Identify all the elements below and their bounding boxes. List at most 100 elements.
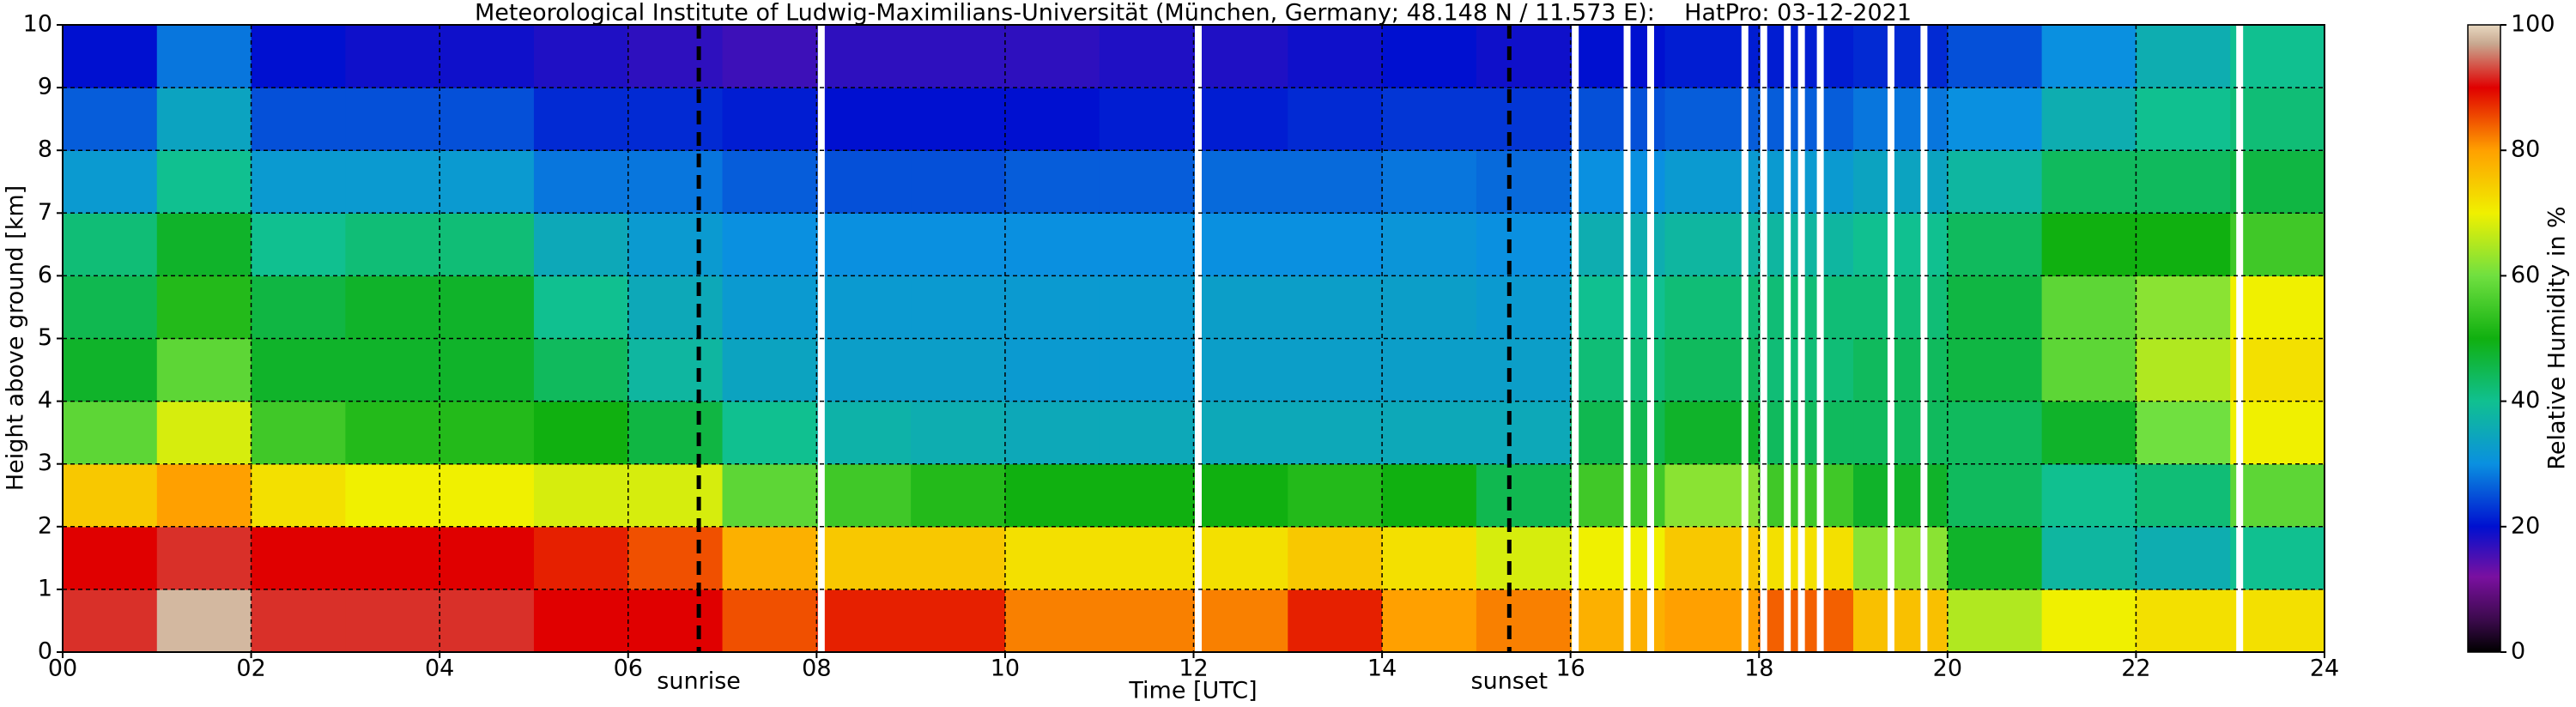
heatmap-cell <box>722 275 817 340</box>
heatmap-cell <box>156 338 252 402</box>
heatmap-cell <box>1288 401 1383 465</box>
data-gap <box>1572 25 1579 652</box>
heatmap-cell <box>1288 213 1383 276</box>
heatmap-cell <box>439 88 535 151</box>
heatmap-cell <box>1382 150 1477 214</box>
heatmap-cell <box>1476 150 1572 214</box>
heatmap-cell <box>2136 526 2231 590</box>
data-gap <box>2236 25 2244 652</box>
heatmap-cell <box>1099 589 1195 653</box>
heatmap-cell <box>251 213 346 276</box>
heatmap-cell <box>439 401 535 465</box>
heatmap-cell <box>1193 463 1288 528</box>
x-tick-label: 02 <box>236 656 265 682</box>
y-tick-label: 2 <box>38 512 52 539</box>
heatmap-cell <box>722 526 817 590</box>
x-axis-label: Time [UTC] <box>1128 678 1257 704</box>
y-tick-label: 8 <box>38 136 52 163</box>
heatmap-cell <box>1193 526 1288 590</box>
heatmap-cell <box>2136 589 2231 653</box>
heatmap-cell <box>156 25 252 88</box>
heatmap-cell <box>251 150 346 214</box>
heatmap-cell <box>156 88 252 151</box>
heatmap-cell <box>439 275 535 340</box>
heatmap-cell <box>1288 463 1383 528</box>
colorbar-tick-label: 0 <box>2511 638 2525 665</box>
heatmap-cell <box>533 25 629 88</box>
heatmap-cell <box>251 463 346 528</box>
x-tick-label: 22 <box>2121 656 2150 682</box>
heatmap-cell <box>1382 401 1477 465</box>
heatmap-cell <box>722 589 817 653</box>
heatmap-cell <box>722 401 817 465</box>
heatmap-cell <box>2041 213 2137 276</box>
heatmap-cell <box>345 526 440 590</box>
x-tick-label: 00 <box>48 656 77 682</box>
y-axis-label: Height above ground [km] <box>3 185 29 491</box>
heatmap-cell <box>2230 213 2325 276</box>
heatmap-cell <box>1476 88 1572 151</box>
heatmap-cell <box>2136 463 2231 528</box>
heatmap-cell <box>2136 150 2231 214</box>
heatmap-cell <box>345 401 440 465</box>
heatmap-cell <box>2230 589 2325 653</box>
colorbar-tick-label: 20 <box>2511 512 2540 539</box>
y-tick-label: 10 <box>23 11 52 38</box>
heatmap-cell <box>1288 25 1383 88</box>
heatmap-cell <box>2136 88 2231 151</box>
heatmap-cell <box>1476 401 1572 465</box>
heatmap-cell <box>1382 88 1477 151</box>
heatmap-cell <box>1476 463 1572 528</box>
heatmap-cell <box>911 463 1006 528</box>
heatmap-cell <box>1947 275 2043 340</box>
heatmap-cell <box>345 25 440 88</box>
heatmap-cell <box>2041 150 2137 214</box>
x-tick-label: 20 <box>1933 656 1962 682</box>
heatmap-cell <box>911 526 1006 590</box>
heatmap-cell <box>63 275 158 340</box>
heatmap-cell <box>63 213 158 276</box>
heatmap-cell <box>345 213 440 276</box>
x-tick-label: 14 <box>1367 656 1397 682</box>
colorbar-tick-label: 40 <box>2511 387 2540 414</box>
heatmap-cell <box>2230 463 2325 528</box>
colorbar-tick-label: 100 <box>2511 11 2555 38</box>
heatmap-cell <box>345 463 440 528</box>
heatmap-cell <box>63 526 158 590</box>
colorbar <box>2467 24 2501 653</box>
heatmap-cell <box>1193 275 1288 340</box>
heatmap-cell <box>156 463 252 528</box>
heatmap-cell <box>2041 88 2137 151</box>
heatmap-cell <box>251 25 346 88</box>
heatmap-cell <box>1099 463 1195 528</box>
heatmap-cell <box>251 275 346 340</box>
heatmap-cell <box>627 589 724 653</box>
heatmap-cell <box>2136 338 2231 402</box>
heatmap-cell <box>911 589 1006 653</box>
x-tick-label: 10 <box>991 656 1020 682</box>
heatmap-cell <box>156 275 252 340</box>
y-tick-label: 7 <box>38 199 52 226</box>
heatmap-cell <box>1947 463 2043 528</box>
heatmap-cell <box>911 150 1006 214</box>
heatmap-cell <box>1382 526 1477 590</box>
heatmap-cell <box>251 338 346 402</box>
heatmap-cell <box>816 526 912 590</box>
heatmap-cell <box>1004 589 1100 653</box>
heatmap-cell <box>439 150 535 214</box>
heatmap-cell <box>156 589 252 653</box>
heatmap-cell <box>1947 526 2043 590</box>
heatmap-cell <box>2041 401 2137 465</box>
heatmap-cell <box>1853 338 1949 402</box>
heatmap-cell <box>156 213 252 276</box>
y-tick-label: 0 <box>38 638 52 665</box>
heatmap-cell <box>911 338 1006 402</box>
heatmap-cell <box>1004 338 1100 402</box>
heatmap-cell <box>911 401 1006 465</box>
heatmap-cell <box>722 25 817 88</box>
heatmap-cell <box>1004 25 1100 88</box>
heatmap-cell <box>2136 25 2231 88</box>
heatmap-cell <box>816 338 912 402</box>
heatmap-cell <box>439 589 535 653</box>
